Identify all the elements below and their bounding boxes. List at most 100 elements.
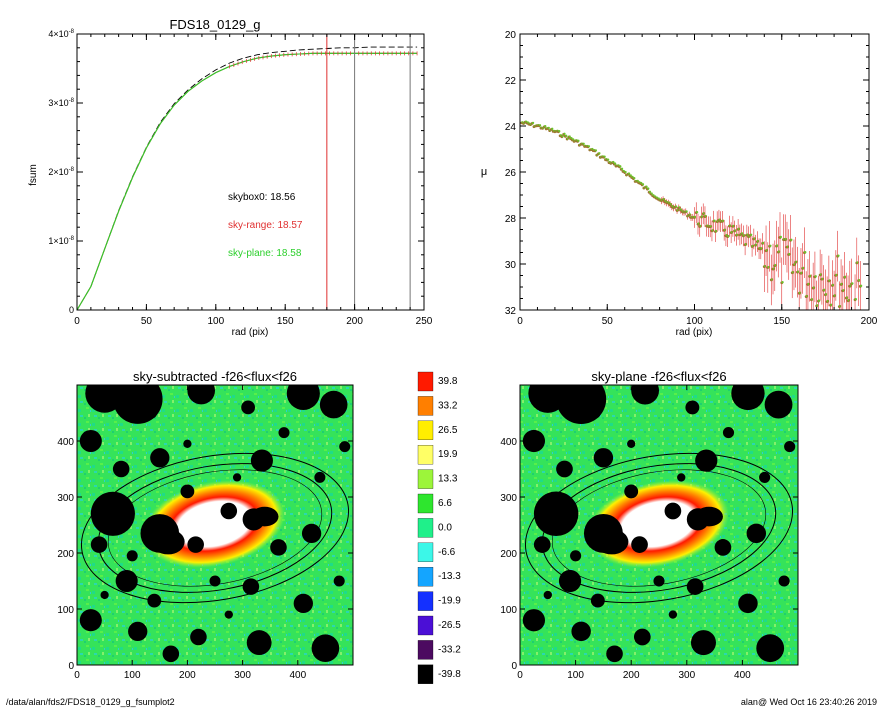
sb-point-sky-plane (645, 185, 648, 188)
x-tick-label: 300 (678, 670, 695, 681)
sb-point-sky-plane (802, 266, 805, 270)
y-tick-label: 4×10-8 (48, 29, 74, 39)
sb-ticks: 0 50 100 150 200 20 22 24 26 28 30 32 (505, 30, 878, 327)
y-tick-label: 0 (69, 305, 74, 315)
sb-point-sky-plane (751, 244, 755, 248)
x-tick-label: 400 (734, 670, 751, 681)
sb-point-sky-plane (713, 219, 716, 222)
sb-point-sky-plane (564, 134, 568, 138)
sb-point-sky-plane (735, 233, 739, 236)
sky-range-annotation: sky-range: 18.57 (228, 220, 303, 231)
star-mask (270, 539, 287, 556)
star-mask (146, 407, 158, 419)
star-mask (738, 593, 758, 614)
sb-point-sky-plane (538, 124, 542, 127)
star-mask (556, 460, 573, 478)
sb-point-sky-plane (859, 284, 863, 288)
sb-point-sky-plane (797, 270, 800, 273)
sb-y-axis-label: μ (481, 166, 487, 178)
y-tick-label: 300 (500, 493, 517, 504)
colorbar-label: -6.6 (438, 547, 456, 558)
star-mask (784, 441, 796, 453)
sb-point-sky-plane (838, 304, 842, 308)
sb-point-sky-plane (805, 294, 809, 298)
footer-file-path: /data/alan/fds2/FDS18_0129_g_fsumplot2 (6, 697, 175, 707)
x-tick-label: 0 (517, 316, 523, 327)
colorbar-label: 33.2 (438, 400, 458, 411)
sb-point-sky-plane (831, 283, 835, 287)
sb-point-sky-plane (795, 260, 798, 263)
y-tick-label: 24 (505, 122, 517, 133)
star-mask (714, 539, 732, 556)
sb-point-sky-plane (619, 165, 622, 168)
sb-point-sky-plane (732, 224, 735, 228)
sky-subtracted-ticks: 0 100 200 300 400 0 100 200 300 400 (57, 385, 353, 681)
colorbar-swatch (417, 664, 434, 684)
star-mask (100, 590, 109, 600)
colorbar-label: -39.8 (438, 669, 461, 680)
star-masks (522, 385, 796, 663)
sky-plane-ticks: 0 100 200 300 400 0 100 200 300 400 (500, 385, 798, 681)
sb-point-sky-plane (547, 126, 550, 130)
star-mask (522, 609, 546, 632)
sb-point-sky-plane (695, 210, 699, 214)
x-tick-label: 0 (517, 670, 523, 681)
colorbar-label: 19.9 (438, 449, 458, 460)
sb-point-sky-plane (828, 279, 831, 282)
sb-point-sky-plane (786, 245, 789, 248)
sb-point-sky-plane (648, 190, 652, 194)
sb-point-sky-plane (688, 213, 692, 216)
star-mask (668, 610, 678, 619)
y-tick-label: 1×10-8 (48, 236, 74, 246)
sb-point-sky-plane (816, 304, 819, 307)
sb-point-sky-plane (809, 274, 812, 278)
sb-point-sky-plane (742, 234, 746, 237)
star-mask (731, 385, 765, 411)
sb-point-sky-plane (774, 264, 777, 267)
star-mask (543, 590, 552, 600)
sb-point-sky-plane (763, 264, 767, 268)
sky-subtracted-frame (76, 384, 354, 666)
sb-point-sky-plane (844, 275, 847, 279)
sb-point-sky-plane (715, 229, 718, 233)
sky-plane-title: sky-plane -f26<flux<f26 (591, 369, 726, 384)
sb-point-sky-plane (709, 225, 713, 228)
colorbar-label: 39.8 (438, 376, 458, 387)
y-tick-label: 400 (500, 437, 517, 448)
star-mask (570, 550, 582, 562)
sb-point-sky-plane (777, 250, 781, 253)
y-tick-label: 400 (57, 437, 74, 448)
star-mask (695, 449, 718, 472)
sky-subtracted-image-panel: sky-subtracted -f26<flux<f26 0 100 200 300 4… (57, 369, 354, 681)
star-mask (79, 609, 102, 632)
sb-point-sky-plane (749, 233, 753, 236)
star-mask (339, 441, 351, 453)
colorbar-label: -26.5 (438, 620, 461, 631)
star-mask (778, 575, 790, 587)
sb-point-sky-plane (587, 145, 591, 148)
sb-point-sky-plane (544, 125, 547, 128)
sb-point-sky-plane (598, 152, 601, 155)
sb-point-sky-plane (669, 203, 673, 206)
sb-point-sky-plane (847, 299, 851, 302)
sb-point-sky-plane (678, 206, 681, 209)
star-mask (301, 523, 322, 544)
sb-point-sky-plane (594, 149, 598, 152)
star-mask (624, 484, 639, 499)
star-mask (180, 484, 195, 499)
star-mask (128, 621, 148, 642)
star-mask (90, 491, 135, 536)
colorbar-swatch (417, 396, 434, 416)
sb-point-sky-plane (804, 250, 807, 254)
sb-point-sky-plane (624, 170, 627, 174)
fsum-series-line-2 (76, 52, 418, 311)
sb-point-sky-plane (633, 176, 636, 180)
fsum-y-axis-label: fsum (28, 164, 39, 186)
sb-point-sky-plane (760, 247, 763, 250)
x-tick-label: 100 (567, 670, 584, 681)
x-tick-label: 200 (346, 316, 363, 327)
sb-point-sky-plane (765, 249, 769, 252)
sb-point-sky-plane (811, 298, 814, 301)
y-tick-label: 0 (511, 661, 517, 672)
